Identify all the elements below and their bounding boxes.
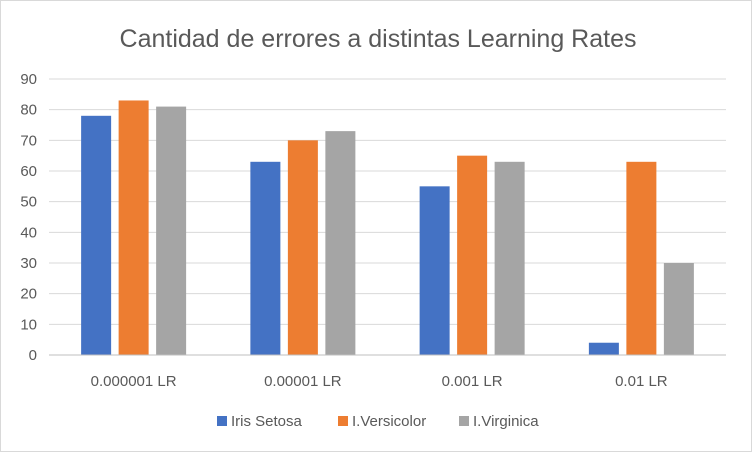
bar: [663, 263, 694, 355]
legend: Iris Setosa I.Versicolor I.Virginica: [217, 413, 539, 430]
x-tick-label: 0.000001 LR: [91, 373, 177, 390]
x-tick-label: 0.01 LR: [615, 373, 668, 390]
bars: [81, 100, 694, 355]
bar: [419, 186, 450, 355]
y-tick-label: 40: [20, 224, 37, 241]
bar: [457, 155, 488, 355]
legend-swatch: [459, 416, 469, 426]
bar: [81, 115, 112, 355]
x-tick-label: 0.00001 LR: [264, 373, 342, 390]
y-tick-label: 70: [20, 132, 37, 149]
legend-label: Iris Setosa: [231, 413, 303, 430]
gridlines: [49, 78, 726, 325]
y-tick-label: 20: [20, 286, 37, 303]
y-tick-label: 80: [20, 102, 37, 119]
x-tick-label: 0.001 LR: [442, 373, 503, 390]
y-tick-label: 0: [29, 347, 37, 364]
y-tick-label: 60: [20, 163, 37, 180]
bar: [325, 131, 356, 355]
bar: [494, 161, 525, 355]
chart-title: Cantidad de errores a distintas Learning…: [120, 25, 637, 53]
bar: [118, 100, 149, 355]
y-tick-label: 90: [20, 71, 37, 88]
legend-swatch: [338, 416, 348, 426]
legend-label: I.Versicolor: [352, 413, 426, 430]
bar: [287, 140, 318, 355]
legend-swatch: [217, 416, 227, 426]
y-tick-label: 30: [20, 255, 37, 272]
x-axis-ticks: 0.000001 LR 0.00001 LR 0.001 LR 0.01 LR: [91, 373, 668, 390]
legend-label: I.Virginica: [473, 413, 539, 430]
y-axis-ticks: 0 10 20 30 40 50 60 70 80 90: [20, 71, 37, 364]
y-tick-label: 50: [20, 194, 37, 211]
y-tick-label: 10: [20, 316, 37, 333]
bar: [626, 161, 657, 355]
bar: [250, 161, 281, 355]
bar: [588, 342, 619, 355]
bar: [156, 106, 187, 355]
